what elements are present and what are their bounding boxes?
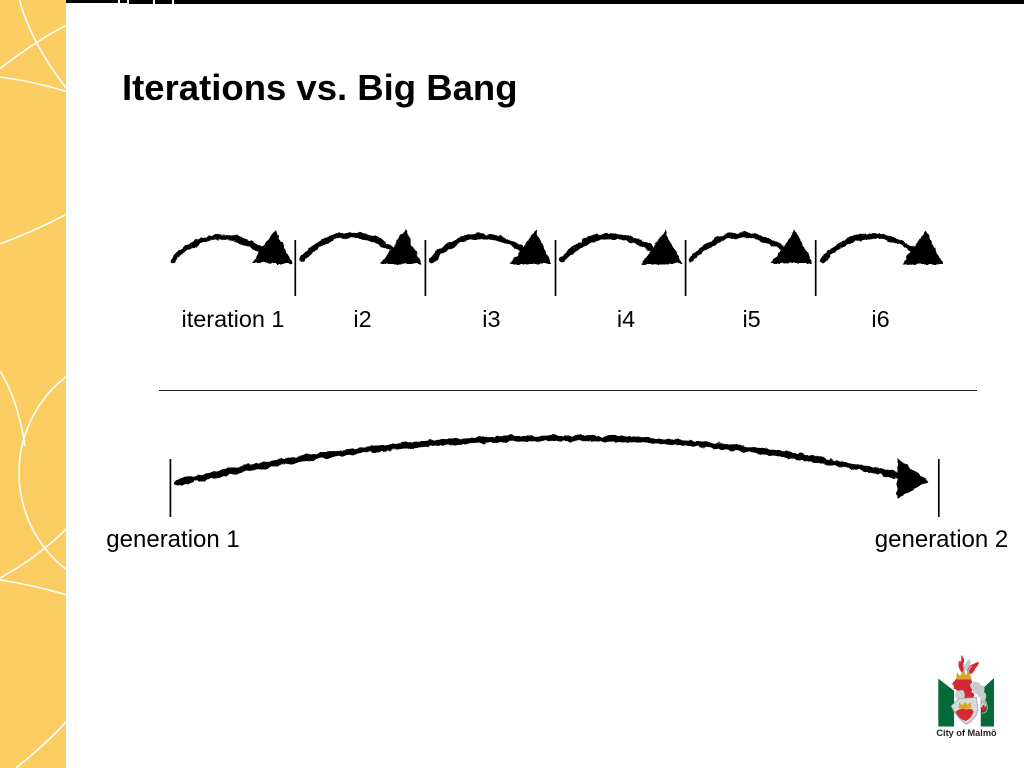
- svg-text:City of Malmö: City of Malmö: [936, 728, 997, 738]
